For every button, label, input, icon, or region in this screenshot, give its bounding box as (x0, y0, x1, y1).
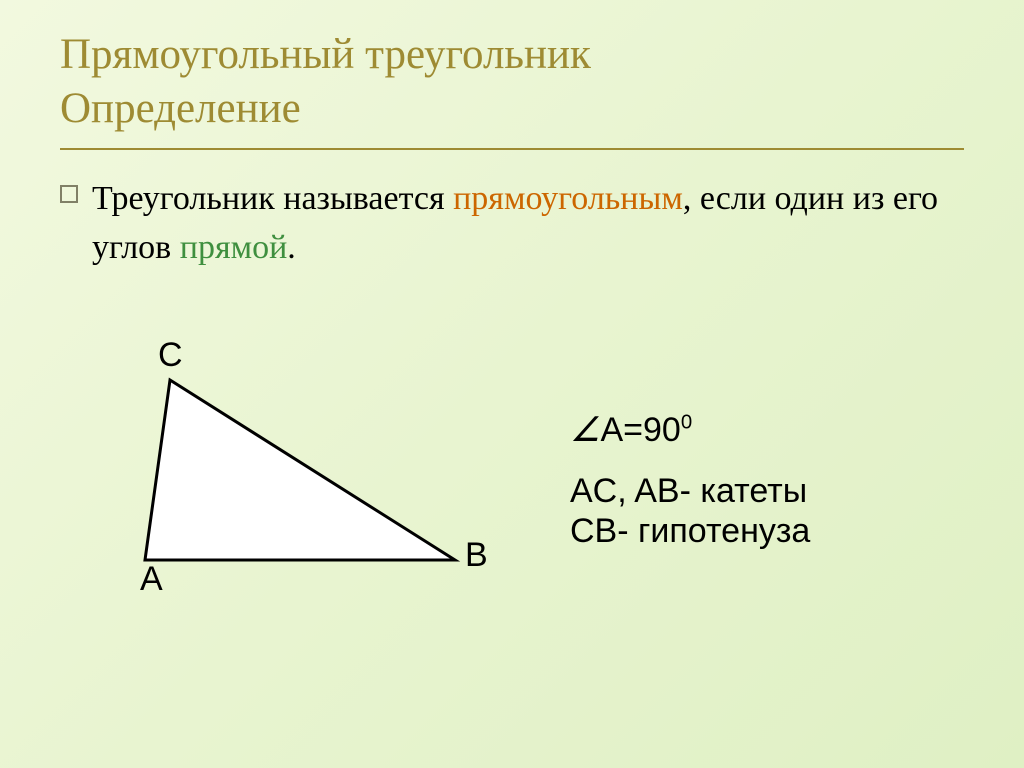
triangle-shape (145, 380, 455, 560)
hypotenuse-annotation: CB- гипотенуза (570, 512, 810, 551)
angle-symbol-icon: ∠ (570, 412, 600, 449)
title-line-2: Определение (60, 82, 964, 136)
definition-text: Треугольник называется прямоугольным, ес… (92, 174, 964, 273)
legs-annotation: AC, AB- катеты (570, 472, 807, 511)
def-seg4-highlight: прямой (180, 229, 288, 266)
vertex-a-label: A (140, 560, 163, 599)
def-seg2-highlight: прямоугольным (453, 180, 683, 217)
bullet-square-icon (60, 185, 78, 203)
definition-bullet-row: Треугольник называется прямоугольным, ес… (60, 174, 964, 273)
vertex-b-label: B (465, 536, 488, 575)
title-line-1: Прямоугольный треугольник (60, 28, 964, 82)
vertex-c-label: C (158, 336, 183, 375)
def-seg1: Треугольник называется (92, 180, 453, 217)
triangle-diagram: A B C (95, 350, 515, 610)
angle-annotation: ∠A=900 (570, 410, 692, 450)
angle-exponent: 0 (681, 412, 692, 434)
def-seg5: . (287, 229, 296, 266)
angle-value: A=90 (600, 411, 680, 449)
